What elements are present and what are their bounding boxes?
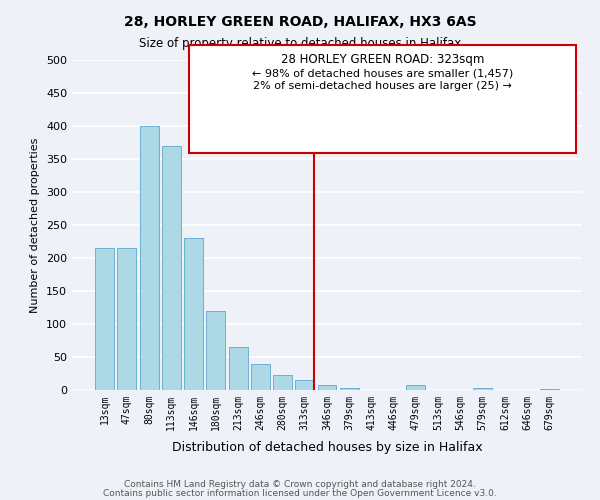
Bar xyxy=(229,347,248,390)
X-axis label: Distribution of detached houses by size in Halifax: Distribution of detached houses by size … xyxy=(172,441,482,454)
Text: 28, HORLEY GREEN ROAD, HALIFAX, HX3 6AS: 28, HORLEY GREEN ROAD, HALIFAX, HX3 6AS xyxy=(124,15,476,29)
Y-axis label: Number of detached properties: Number of detached properties xyxy=(31,138,40,312)
Bar xyxy=(251,364,270,390)
Bar xyxy=(140,126,158,390)
Bar xyxy=(184,238,203,390)
Text: Contains HM Land Registry data © Crown copyright and database right 2024.: Contains HM Land Registry data © Crown c… xyxy=(124,480,476,489)
Text: 28 HORLEY GREEN ROAD: 323sqm: 28 HORLEY GREEN ROAD: 323sqm xyxy=(281,54,484,66)
Bar xyxy=(162,146,181,390)
Bar xyxy=(340,388,359,390)
Bar xyxy=(118,248,136,390)
Text: 2% of semi-detached houses are larger (25) →: 2% of semi-detached houses are larger (2… xyxy=(253,81,512,91)
Text: Contains public sector information licensed under the Open Government Licence v3: Contains public sector information licen… xyxy=(103,488,497,498)
Bar xyxy=(273,376,292,390)
Bar xyxy=(295,380,314,390)
Bar xyxy=(473,388,492,390)
Text: ← 98% of detached houses are smaller (1,457): ← 98% of detached houses are smaller (1,… xyxy=(252,68,514,78)
Bar xyxy=(95,248,114,390)
Bar xyxy=(406,384,425,390)
Text: Size of property relative to detached houses in Halifax: Size of property relative to detached ho… xyxy=(139,38,461,51)
Bar xyxy=(317,384,337,390)
Bar xyxy=(540,388,559,390)
Bar xyxy=(206,311,225,390)
